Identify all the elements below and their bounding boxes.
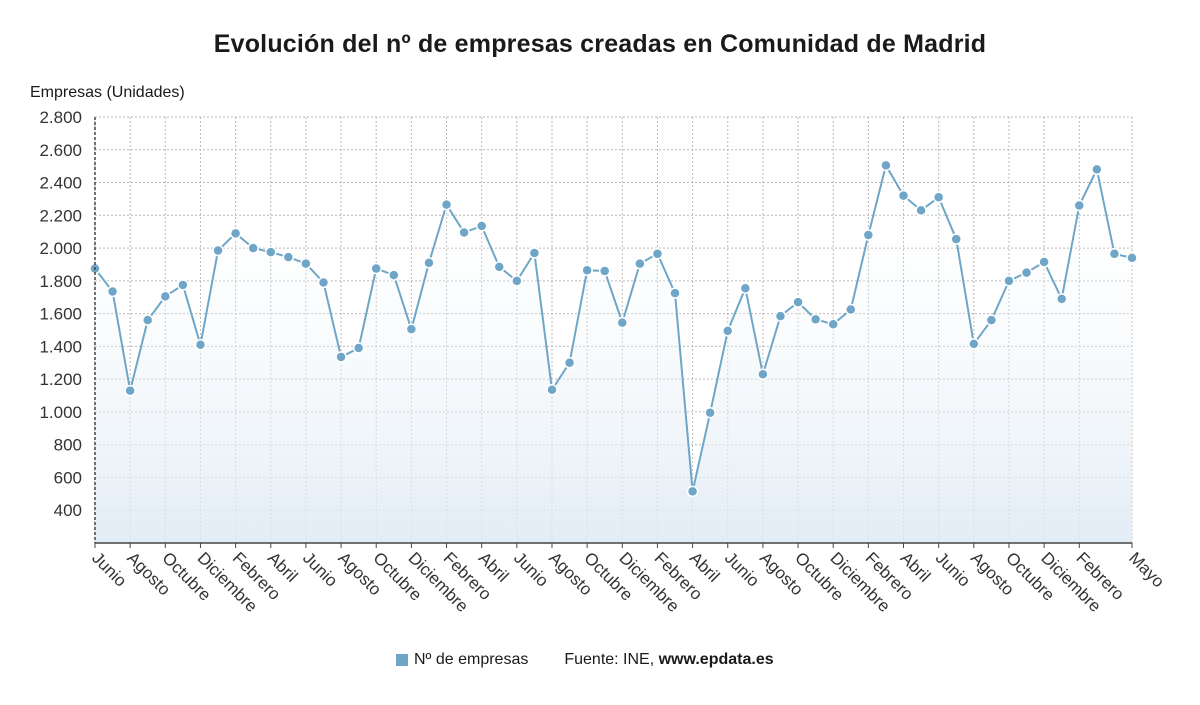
- data-point: [194, 338, 207, 351]
- data-point: [774, 310, 787, 322]
- data-point: [335, 351, 347, 363]
- data-point: [827, 318, 839, 331]
- y-tick-label: 1.000: [39, 403, 82, 422]
- data-point: [581, 264, 593, 276]
- y-tick-label: 1.800: [39, 272, 82, 291]
- data-point: [493, 261, 506, 273]
- y-tick-label: 2.600: [39, 141, 82, 160]
- data-point: [1055, 293, 1068, 305]
- source-note: Fuente: INE, www.epdata.es: [564, 651, 773, 669]
- data-point: [739, 282, 752, 294]
- source-site: www.epdata.es: [658, 651, 774, 668]
- data-point: [669, 287, 681, 299]
- data-point: [1003, 275, 1015, 287]
- y-axis-label: Empresas (Unidades): [30, 84, 185, 101]
- data-point: [563, 357, 576, 369]
- data-point: [598, 265, 611, 277]
- data-point: [616, 316, 629, 329]
- data-point: [141, 314, 154, 326]
- y-tick-label: 600: [54, 468, 82, 487]
- y-tick-label: 800: [54, 436, 82, 455]
- y-tick-label: 2.200: [39, 206, 82, 225]
- chart-title: Evolución del nº de empresas creadas en …: [213, 30, 987, 58]
- data-point: [704, 406, 716, 419]
- axes: [94, 117, 1133, 548]
- x-tick-label: Junio: [721, 548, 763, 590]
- data-point: [897, 189, 910, 202]
- data-point: [757, 368, 769, 380]
- legend-swatch: [396, 654, 408, 666]
- y-tick-label: 400: [54, 501, 82, 520]
- data-point: [968, 338, 980, 350]
- data-point: [845, 303, 857, 316]
- data-point: [528, 247, 541, 259]
- data-point: [388, 269, 400, 281]
- series-points: [89, 159, 1138, 498]
- data-point: [124, 384, 136, 397]
- data-point: [1038, 256, 1050, 268]
- y-tick-label: 2.800: [39, 108, 82, 127]
- data-point: [282, 251, 295, 263]
- data-point: [475, 220, 488, 232]
- data-point: [915, 204, 927, 217]
- area-path: [95, 165, 1132, 544]
- data-point: [212, 244, 224, 257]
- data-point: [985, 314, 998, 326]
- x-tick-label: Junio: [932, 548, 974, 590]
- source-prefix: Fuente: INE,: [564, 651, 659, 668]
- data-point: [634, 257, 646, 270]
- data-point: [106, 285, 119, 298]
- data-point: [458, 226, 470, 239]
- data-point: [1020, 266, 1033, 279]
- y-tick-label: 2.000: [39, 239, 82, 258]
- data-point: [809, 313, 822, 326]
- legend-label: Nº de empresas: [414, 651, 529, 668]
- data-point: [686, 485, 699, 498]
- data-point: [792, 296, 804, 308]
- data-point: [177, 279, 189, 291]
- y-tick-label: 2.400: [39, 174, 82, 193]
- data-point: [247, 242, 259, 254]
- data-point: [1126, 252, 1138, 264]
- y-tick-label: 1.200: [39, 370, 82, 389]
- legend: Nº de empresas Fuente: INE, www.epdata.e…: [396, 651, 774, 669]
- data-point: [1108, 248, 1121, 260]
- data-point: [1073, 199, 1086, 212]
- data-point: [405, 323, 418, 335]
- data-point: [950, 233, 962, 245]
- data-point: [370, 262, 382, 275]
- data-point: [511, 275, 523, 287]
- x-tick-label: Junio: [299, 548, 341, 590]
- data-point: [880, 159, 892, 172]
- y-tick-labels: 2.800 2.600 2.400 2.200 2.000 1.800 1.600 1.400…: [39, 108, 82, 520]
- data-point: [932, 191, 945, 204]
- data-point: [352, 342, 365, 354]
- data-point: [651, 248, 664, 260]
- data-point: [300, 257, 312, 270]
- data-point: [1091, 163, 1103, 176]
- data-point: [317, 276, 330, 289]
- data-point: [265, 246, 277, 258]
- data-point: [229, 227, 242, 240]
- area-fill: [95, 165, 1132, 544]
- y-tick-label: 1.600: [39, 305, 82, 324]
- data-point: [721, 325, 734, 337]
- data-point: [423, 257, 435, 269]
- data-point: [159, 290, 172, 303]
- x-tick-label: Junio: [510, 548, 552, 590]
- data-point: [862, 229, 875, 241]
- data-point: [546, 384, 558, 396]
- y-tick-label: 1.400: [39, 337, 82, 356]
- data-point: [440, 198, 453, 211]
- x-tick-label: Junio: [88, 548, 130, 590]
- x-tick-labels: JunioAgostoOctubreDiciembreFebreroAbrilJ…: [88, 548, 1168, 616]
- x-tick-label: Mayo: [1125, 548, 1168, 591]
